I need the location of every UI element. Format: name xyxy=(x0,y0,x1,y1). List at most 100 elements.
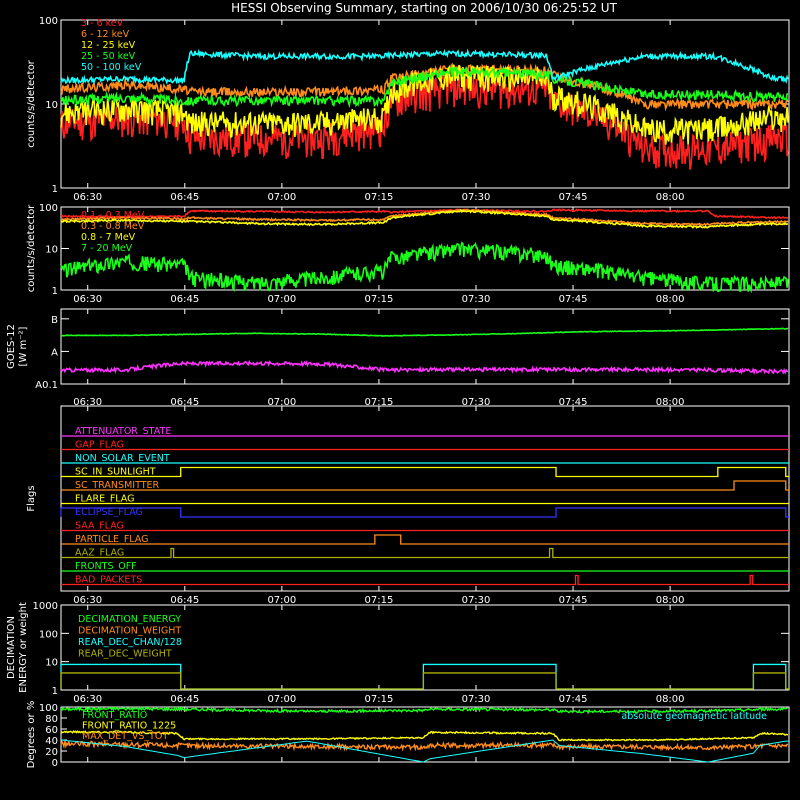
y-tick-label: 1 xyxy=(52,184,58,195)
y-tick-label: 10 xyxy=(45,100,58,111)
time-tick-label: 07:15 xyxy=(365,595,394,606)
y-axis-label: Flags xyxy=(26,485,37,511)
time-tick-label: 07:00 xyxy=(267,694,296,705)
time-tick-label: 07:30 xyxy=(462,294,491,305)
geomagnetic-latitude-label: absolute geomagnetic latitude xyxy=(621,711,767,722)
time-tick-label: 08:00 xyxy=(656,694,685,705)
y-axis-label: counts/s/detector xyxy=(26,204,37,292)
series-line-0-8-7-mev xyxy=(60,209,788,229)
time-tick-label: 06:45 xyxy=(170,694,199,705)
y-axis-label: Degrees or % xyxy=(26,701,37,769)
legend-entry: 50 - 100 keV xyxy=(81,62,142,73)
y-tick-label: 100 xyxy=(39,203,58,214)
time-tick-label: 06:45 xyxy=(170,595,199,606)
y-axis-label: counts/s/detector xyxy=(26,59,37,147)
flag-label: ECLIPSE_FLAG xyxy=(75,507,143,518)
y-axis-label: ENERGY or weight xyxy=(18,602,29,693)
flag-line-eclipse-flag xyxy=(60,507,789,518)
series-line-0-3-0-8-mev xyxy=(60,208,789,227)
time-tick-label: 06:45 xyxy=(170,192,199,203)
panel-frame-goes xyxy=(60,308,790,385)
flag-label: SC_TRANSMITTER xyxy=(75,480,160,491)
time-tick-label: 07:00 xyxy=(267,595,296,606)
flag-label: BAD_PACKETS xyxy=(75,575,142,586)
label-layer: 06:30 06:45 07:00 07:15 07:30 07:45 08:00 06:30… xyxy=(6,16,767,769)
y-tick-label: A xyxy=(51,347,58,358)
flag-label: SC_IN_SUNLIGHT xyxy=(75,467,156,478)
series-line-absolute-geomagnetic-latitude xyxy=(60,739,789,763)
series-line-25-50-kev xyxy=(60,65,789,109)
legend-entry: REAR_DEC_WEIGHT xyxy=(78,649,172,660)
flag-label: SAA_FLAG xyxy=(75,521,124,532)
time-tick-label: 06:30 xyxy=(73,694,102,705)
plot-layer xyxy=(60,48,789,763)
time-tick-label: 07:30 xyxy=(462,694,491,705)
time-tick-label: 07:45 xyxy=(559,397,588,408)
y-tick-label: B xyxy=(51,315,58,326)
time-tick-label: 07:00 xyxy=(267,294,296,305)
time-tick-label: 07:45 xyxy=(559,595,588,606)
series-line-rear-dec-weight xyxy=(60,672,789,690)
legend-entry: DECIMATION_WEIGHT xyxy=(78,626,181,637)
y-tick-label: 1000 xyxy=(33,601,58,612)
legend-entry: FRONT_RATIO xyxy=(82,710,147,721)
y-axis-label: DECIMATION xyxy=(6,616,17,679)
figure-title: HESSI Observing Summary, starting on 200… xyxy=(231,1,617,15)
panel-frame-flags xyxy=(60,405,790,592)
y-tick-label: 10 xyxy=(45,658,58,669)
y-axis-label: GOES-12 xyxy=(6,324,17,369)
y-tick-label: 40 xyxy=(45,736,58,747)
axes-layer xyxy=(60,19,790,763)
time-tick-label: 06:30 xyxy=(73,595,102,606)
time-tick-label: 07:15 xyxy=(365,694,394,705)
time-tick-label: 07:30 xyxy=(462,595,491,606)
time-tick-label: 08:00 xyxy=(656,595,685,606)
time-tick-label: 06:30 xyxy=(73,192,102,203)
y-axis-label: [W m⁻²] xyxy=(18,326,29,366)
series-line-rear-dec-chan-128 xyxy=(60,663,789,690)
flag-label: AAZ_FLAG xyxy=(75,548,124,559)
y-tick-label: 1 xyxy=(52,686,58,697)
time-tick-label: 08:00 xyxy=(656,192,685,203)
series-line-6-12-kev xyxy=(60,62,789,112)
legend-entry: 0.1 - 0.3 MeV xyxy=(81,210,145,221)
time-tick-label: 06:30 xyxy=(73,294,102,305)
time-tick-label: 06:45 xyxy=(170,397,199,408)
time-tick-label: 07:45 xyxy=(559,694,588,705)
legend-entry: FRONT_RATIO_1225 xyxy=(82,721,176,732)
legend-entry: 0.3 - 0.8 MeV xyxy=(81,221,145,232)
y-tick-label: A0.1 xyxy=(35,380,58,391)
time-tick-label: 07:15 xyxy=(365,397,394,408)
flag-line-sc-transmitter xyxy=(61,480,789,491)
flag-label: GAP_FLAG xyxy=(75,440,124,451)
time-tick-label: 06:30 xyxy=(73,397,102,408)
legend-entry: 12 - 25 keV xyxy=(81,40,136,51)
time-tick-label: 07:15 xyxy=(365,294,394,305)
y-tick-label: 100 xyxy=(39,16,58,27)
time-tick-label: 07:00 xyxy=(267,397,296,408)
y-tick-label: 60 xyxy=(45,725,58,736)
flag-label: FRONTS_OFF xyxy=(75,561,137,572)
panel-frame-decimation xyxy=(60,604,790,691)
time-tick-label: 07:45 xyxy=(559,294,588,305)
y-tick-label: 100 xyxy=(39,703,58,714)
flag-label: PARTICLE_FLAG xyxy=(75,534,148,545)
flag-line-bad-packets xyxy=(61,574,789,586)
time-tick-label: 07:45 xyxy=(559,192,588,203)
y-tick-label: 1 xyxy=(52,286,58,297)
legend-entry: REAR_DEC_CHAN/128 xyxy=(78,637,182,648)
series-line-0-1-0-3-mev xyxy=(60,208,789,220)
flag-line-sc-in-sunlight xyxy=(61,466,789,478)
legend-entry: 6 - 12 keV xyxy=(81,29,130,40)
series-line-12-25-kev xyxy=(60,62,789,145)
series-line-front-ratio xyxy=(60,705,788,715)
legend-entry: 25 - 50 keV xyxy=(81,51,136,62)
panel-frame-front_ratio xyxy=(60,706,790,763)
series-line-goes xyxy=(60,359,788,376)
time-tick-label: 08:00 xyxy=(656,397,685,408)
series-line-goes xyxy=(60,327,789,337)
series-line-max-det-vs-tot xyxy=(60,739,788,752)
legend-entry: DECIMATION_ENERGY xyxy=(78,614,181,625)
legend-entry: 3 - 6 keV xyxy=(81,18,124,29)
